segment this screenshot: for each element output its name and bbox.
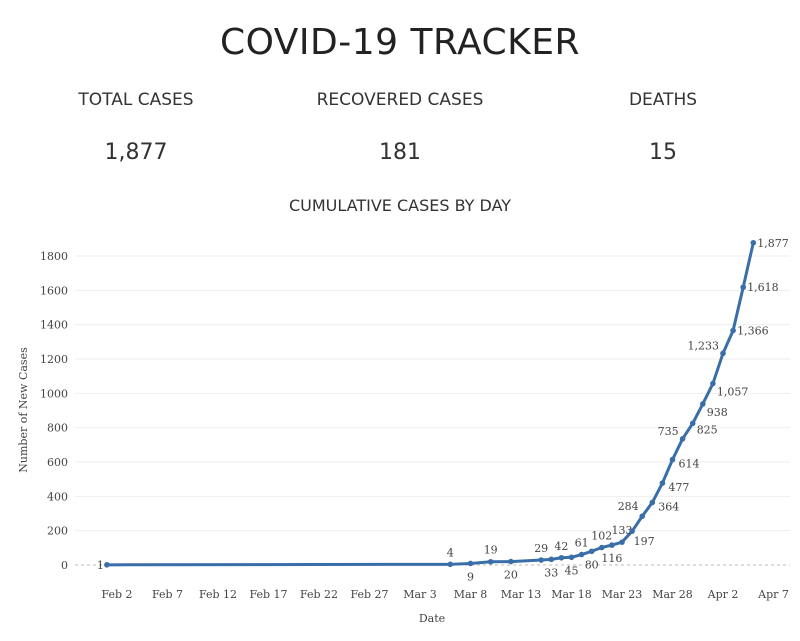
x-tick-label: Mar 23 — [602, 588, 643, 601]
data-point — [568, 554, 575, 561]
data-point — [689, 420, 696, 427]
data-label: 938 — [707, 406, 728, 419]
y-tick-label: 1600 — [40, 284, 68, 297]
data-label: 19 — [484, 544, 498, 557]
data-point — [639, 513, 645, 520]
data-label: 735 — [658, 425, 679, 438]
data-label: 1,057 — [717, 386, 749, 399]
data-label: 133 — [612, 524, 633, 537]
x-tick-label: Feb 27 — [350, 588, 388, 601]
data-point — [558, 554, 565, 561]
x-tick-label: Feb 2 — [101, 588, 132, 601]
data-label: 116 — [601, 552, 622, 565]
data-label: 284 — [618, 500, 639, 513]
series-line — [106, 242, 755, 567]
data-label: 364 — [658, 501, 679, 514]
x-tick-label: Feb 22 — [300, 588, 338, 601]
data-label: 1,618 — [747, 281, 779, 294]
stat-label: DEATHS — [628, 90, 698, 110]
data-label: 9 — [467, 570, 474, 583]
data-point — [659, 480, 666, 486]
data-label: 29 — [534, 542, 548, 555]
y-tick-label: 400 — [47, 490, 68, 503]
y-tick-label: 1200 — [40, 353, 68, 366]
x-tick-label: Mar 28 — [652, 588, 693, 601]
x-tick-label: Mar 8 — [454, 588, 488, 601]
x-tick-label: Feb 7 — [152, 588, 183, 601]
y-tick-label: 0 — [61, 559, 68, 572]
data-point — [609, 542, 615, 548]
stat-value: 15 — [649, 140, 677, 165]
data-point — [649, 499, 656, 506]
data-point — [700, 401, 706, 407]
data-label: 45 — [565, 564, 579, 577]
data-point — [750, 239, 757, 246]
data-point — [599, 544, 605, 551]
data-label: 80 — [585, 558, 599, 571]
data-label: 1 — [97, 559, 104, 572]
data-label: 42 — [554, 540, 568, 553]
data-point — [730, 327, 736, 334]
x-tick-label: Feb 17 — [249, 588, 287, 601]
data-label: 102 — [591, 529, 612, 542]
data-point — [740, 284, 746, 291]
data-label: 825 — [697, 423, 718, 436]
chart-title: CUMULATIVE CASES BY DAY — [288, 196, 512, 215]
x-tick-label: Feb 12 — [199, 588, 237, 601]
data-point — [629, 528, 635, 534]
data-point — [679, 436, 686, 442]
data-label: 197 — [634, 535, 655, 548]
data-point — [588, 548, 595, 555]
x-tick-label: Apr 2 — [707, 588, 739, 601]
data-point — [619, 539, 625, 545]
x-tick-label: Mar 18 — [551, 588, 592, 601]
page-title: COVID-19 TRACKER — [219, 22, 581, 63]
stat-recovered-cases: RECOVERED CASES 181 — [290, 90, 510, 165]
stat-value: 1,877 — [104, 140, 168, 165]
y-tick-label: 600 — [47, 456, 68, 469]
data-point — [508, 558, 514, 565]
data-label: 33 — [544, 566, 558, 579]
y-axis-label: Number of New Cases — [17, 347, 30, 473]
data-label: 1,233 — [688, 339, 720, 352]
data-point — [720, 350, 726, 357]
data-point — [578, 551, 585, 558]
y-tick-label: 1400 — [40, 319, 68, 332]
data-label: 20 — [504, 569, 518, 582]
stat-label: TOTAL CASES — [78, 90, 194, 110]
data-point — [487, 558, 494, 565]
data-point — [548, 556, 555, 563]
data-point — [538, 557, 544, 563]
stat-total-cases: TOTAL CASES 1,877 — [26, 90, 246, 165]
data-label: 477 — [668, 481, 689, 494]
x-tick-label: Mar 13 — [501, 588, 542, 601]
data-point — [710, 380, 716, 387]
x-tick-label: Apr 7 — [757, 588, 789, 601]
data-label: 1,366 — [737, 325, 769, 338]
data-label: 614 — [679, 458, 700, 471]
data-point — [669, 456, 676, 463]
stat-value: 181 — [379, 140, 421, 165]
y-tick-label: 1800 — [40, 250, 68, 263]
data-label: 61 — [575, 537, 589, 550]
x-tick-label: Mar 3 — [403, 588, 437, 601]
y-tick-label: 200 — [47, 525, 68, 538]
data-point — [447, 561, 454, 568]
data-label: 1,877 — [757, 237, 789, 250]
x-axis-label: Date — [419, 612, 445, 625]
data-label: 4 — [447, 546, 454, 559]
data-point — [467, 560, 474, 567]
y-tick-label: 1000 — [40, 387, 68, 400]
stat-label: RECOVERED CASES — [316, 90, 484, 110]
data-point — [104, 562, 110, 568]
y-tick-label: 800 — [47, 422, 68, 435]
stat-deaths: DEATHS 15 — [553, 90, 773, 165]
